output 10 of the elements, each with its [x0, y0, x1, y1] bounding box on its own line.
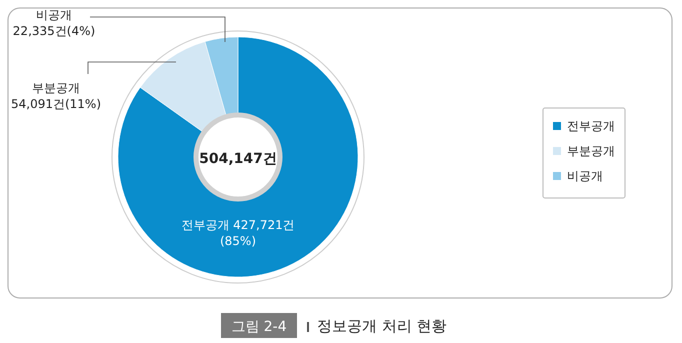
legend-label: 전부공개 [567, 119, 615, 133]
legend-label: 비공개 [567, 169, 603, 183]
text: 504,147건 [199, 151, 277, 167]
text: 정보공개 처리 현황 [317, 317, 447, 335]
legend-label: 부분공개 [567, 144, 615, 158]
data-label: 부분공개 54,091건(11%) [10, 81, 102, 111]
data-label: 전부공개 427,721건 (85%) [181, 218, 295, 248]
data-label: 비공개 22,335건(4%) [12, 8, 96, 38]
donut-slice [118, 36, 358, 278]
caption: 그림 2-4 [231, 319, 287, 335]
